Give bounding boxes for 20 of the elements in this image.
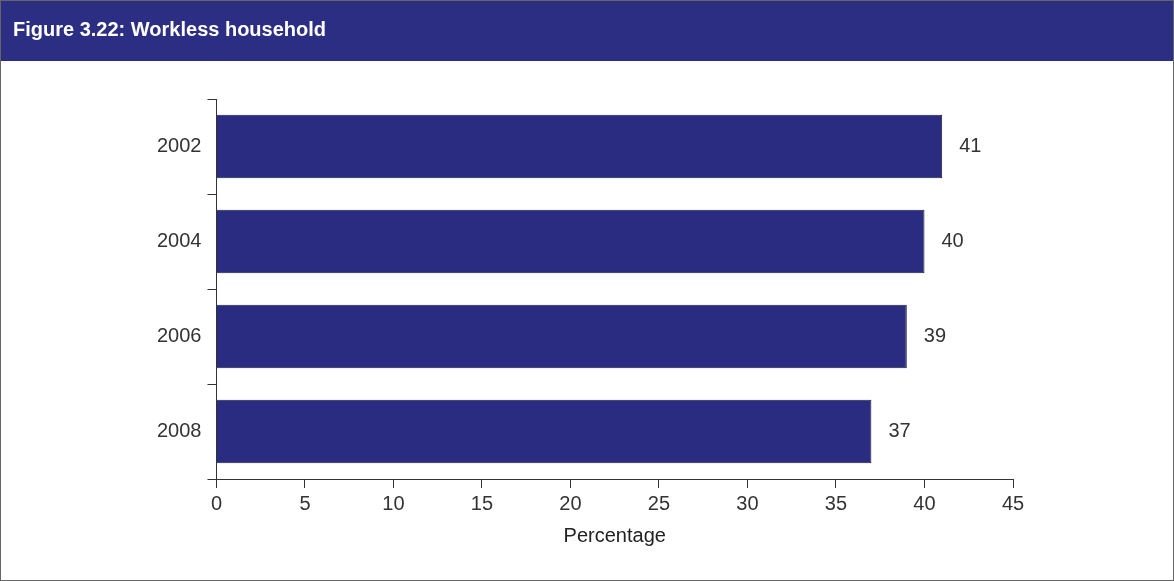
x-tick-label: 35: [824, 491, 848, 514]
y-tick-label: 2008: [156, 419, 202, 442]
x-tick-label: 5: [299, 491, 311, 514]
y-tick-label: 2002: [156, 134, 202, 157]
data-label: 39: [923, 324, 947, 347]
x-tick-label: 20: [559, 491, 582, 514]
y-tick-label: 2006: [156, 324, 202, 347]
x-tick-label: 15: [470, 491, 494, 514]
x-axis-title: Percentage: [563, 523, 666, 546]
x-tick-label: 0: [210, 491, 223, 514]
x-tick-label: 45: [1001, 491, 1025, 514]
data-label: 37: [888, 419, 911, 442]
x-tick-label: 25: [647, 491, 671, 514]
y-tick-label: 2004: [156, 229, 202, 252]
chart-title: Figure 3.22: Workless household: [1, 1, 1173, 61]
x-tick-label: 40: [913, 491, 936, 514]
x-tick-label: 10: [382, 491, 405, 514]
x-tick-label: 30: [736, 491, 759, 514]
data-label: 40: [941, 229, 964, 252]
data-label: 41: [959, 134, 982, 157]
